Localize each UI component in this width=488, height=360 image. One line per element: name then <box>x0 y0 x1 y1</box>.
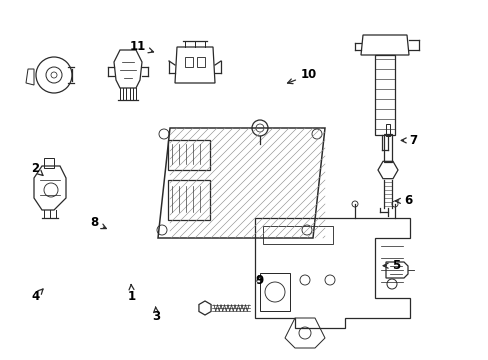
Text: 2: 2 <box>31 162 43 175</box>
Text: 1: 1 <box>128 284 136 303</box>
Text: 11: 11 <box>129 40 153 53</box>
Text: 5: 5 <box>383 259 399 272</box>
Bar <box>260 273 289 311</box>
Text: 7: 7 <box>401 134 416 147</box>
Bar <box>184 57 193 67</box>
Bar <box>383 134 391 162</box>
Text: 6: 6 <box>395 194 411 207</box>
Text: 4: 4 <box>31 289 43 303</box>
Bar <box>168 180 209 220</box>
Text: 8: 8 <box>90 216 106 229</box>
Bar <box>44 158 54 168</box>
Bar <box>385 124 389 136</box>
Bar <box>197 57 204 67</box>
Text: 10: 10 <box>287 68 317 84</box>
Bar <box>263 226 332 244</box>
Bar <box>168 140 209 170</box>
Text: 3: 3 <box>152 307 160 323</box>
Text: 9: 9 <box>255 274 263 287</box>
